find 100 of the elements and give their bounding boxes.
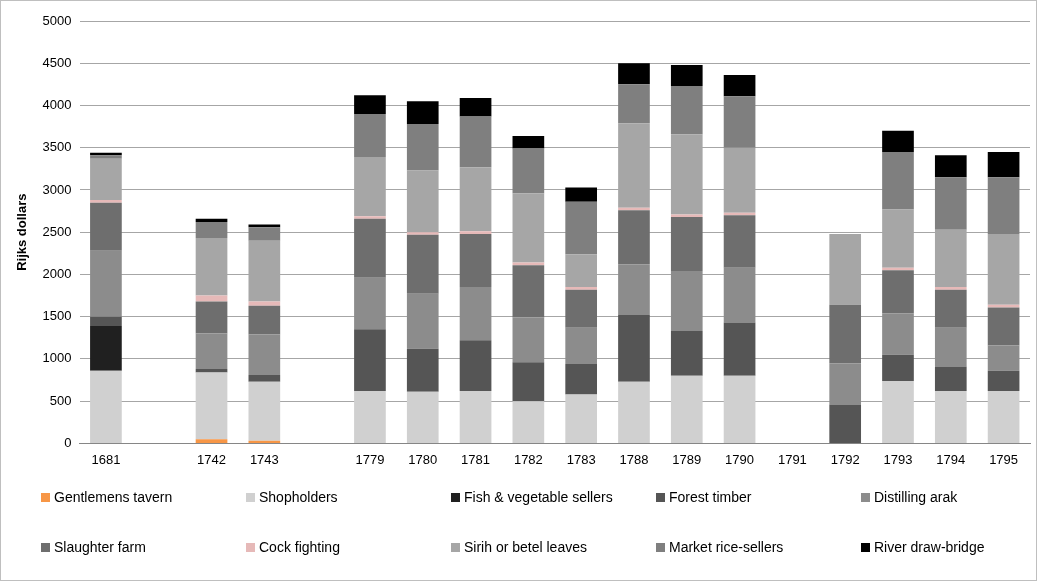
bar <box>354 216 386 219</box>
bar <box>195 301 228 334</box>
bar <box>354 113 386 158</box>
y-tick-label: 3500 <box>42 139 72 155</box>
bar <box>248 334 281 375</box>
x-tick-label: 1681 <box>91 451 121 467</box>
x-tick-label: 1742 <box>197 451 226 467</box>
bar <box>354 218 386 278</box>
legend-label: Fish & vegetable sellers <box>464 489 613 505</box>
bar <box>354 391 386 443</box>
bar <box>882 354 914 381</box>
bar <box>987 177 1020 234</box>
bar <box>565 287 597 290</box>
bar <box>829 363 862 405</box>
bar <box>565 363 597 395</box>
x-tick-label: 1783 <box>566 451 596 467</box>
bar <box>90 370 122 443</box>
bar <box>406 391 439 443</box>
x-tick-label: 1790 <box>725 451 755 467</box>
bar <box>248 381 281 441</box>
bar <box>512 317 545 363</box>
legend-label: Gentlemens tavern <box>54 489 173 505</box>
bar <box>618 210 650 265</box>
bar <box>987 391 1020 443</box>
bar <box>248 227 281 241</box>
bar <box>670 214 703 217</box>
y-tick-label: 500 <box>49 392 72 408</box>
y-tick-label: 1500 <box>42 308 72 324</box>
bar <box>565 201 597 255</box>
legend-label: Market rice-sellers <box>669 539 784 555</box>
y-tick-label: 0 <box>64 434 72 450</box>
x-tick-label: 1779 <box>355 451 385 467</box>
bar <box>195 333 228 370</box>
bar <box>829 404 862 443</box>
bar <box>670 64 703 87</box>
bar <box>248 440 281 443</box>
legend-label: Shopholders <box>259 489 338 505</box>
legend-label: Slaughter farm <box>54 539 146 555</box>
bar <box>987 307 1020 346</box>
bar <box>354 329 386 392</box>
bar <box>934 177 967 230</box>
legend-label: River draw-bridge <box>874 539 985 555</box>
bar <box>248 374 281 382</box>
bar <box>934 155 967 178</box>
x-tick-label: 1782 <box>513 451 543 467</box>
y-tick-label: 4000 <box>42 97 72 113</box>
bar <box>90 325 122 371</box>
bar <box>565 327 597 364</box>
bar <box>882 380 914 443</box>
bar <box>406 234 439 294</box>
bar <box>829 304 862 364</box>
bar <box>406 348 439 392</box>
y-tick-label: 5000 <box>42 12 72 28</box>
x-tick-label: 1788 <box>619 451 649 467</box>
bar <box>90 200 122 203</box>
bar <box>248 305 281 335</box>
bar <box>987 345 1020 371</box>
bar <box>354 95 386 114</box>
bar <box>670 216 703 272</box>
x-tick-label: 1792 <box>830 451 860 467</box>
bar <box>723 215 756 268</box>
x-tick-label: 1791 <box>777 451 807 467</box>
x-tick-label: 1793 <box>883 451 913 467</box>
bar <box>882 270 914 314</box>
bar <box>618 84 650 124</box>
bar <box>459 287 492 341</box>
bar <box>195 222 228 239</box>
bar <box>723 322 756 376</box>
legend-label: Sirih or betel leaves <box>464 539 587 555</box>
bar <box>670 375 703 443</box>
x-tick-label: 1781 <box>461 451 491 467</box>
bar <box>618 264 650 315</box>
y-tick-label: 4500 <box>42 54 72 70</box>
bar <box>90 316 122 326</box>
bar <box>90 202 122 251</box>
bar <box>195 372 228 440</box>
y-tick-label: 2500 <box>42 223 72 239</box>
bar <box>354 277 386 330</box>
bar <box>882 130 914 152</box>
bar <box>670 271 703 332</box>
bar <box>195 439 228 443</box>
y-tick-label: 3000 <box>42 181 72 197</box>
bar <box>565 394 597 443</box>
bar <box>723 96 756 148</box>
bar <box>934 391 967 443</box>
bar <box>406 293 439 349</box>
bar <box>670 331 703 376</box>
y-axis-title: Rijks dollars <box>14 193 30 271</box>
bar <box>618 63 650 85</box>
bar <box>406 101 439 125</box>
bar <box>987 151 1020 178</box>
bar <box>406 232 439 235</box>
bar <box>934 366 967 392</box>
bar <box>882 151 914 210</box>
bar <box>459 231 492 234</box>
bar <box>934 287 967 290</box>
x-tick-label: 1795 <box>989 451 1019 467</box>
y-tick-label: 2000 <box>42 266 72 282</box>
bar <box>406 124 439 171</box>
bar <box>565 187 597 202</box>
